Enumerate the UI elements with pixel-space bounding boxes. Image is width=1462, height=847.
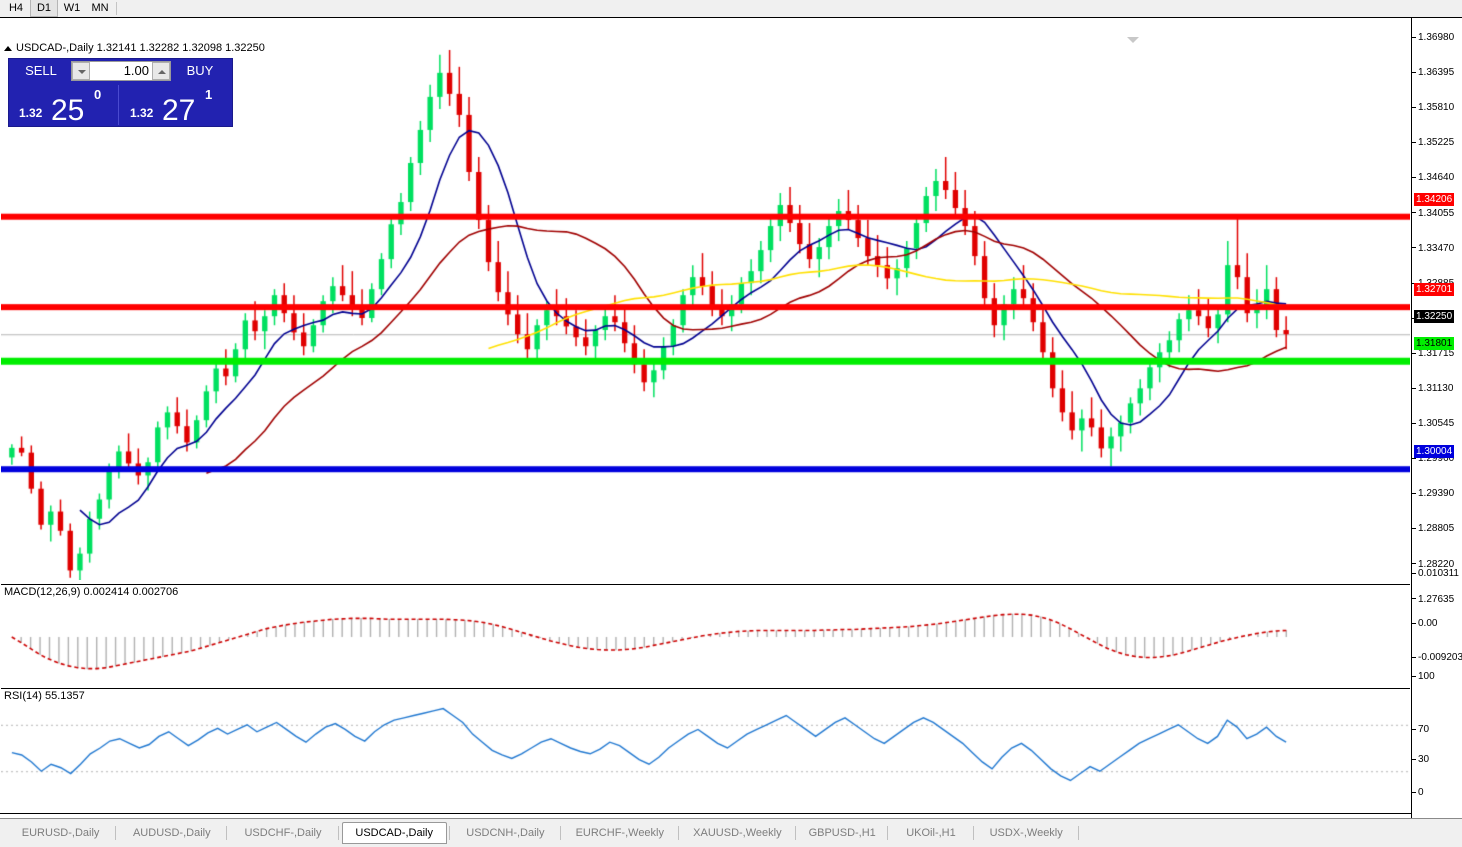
volume-decrease-button[interactable] (72, 62, 90, 80)
macd-pane[interactable] (1, 584, 1410, 688)
symbol-tab-gbpusd-h1[interactable]: GBPUSD-,H1 (808, 827, 876, 839)
divider (1077, 826, 1079, 840)
symbol-tab-xauusd-weekly[interactable]: XAUUSD-,Weekly (693, 827, 782, 839)
buy-price-prefix: 1.32 (130, 106, 154, 120)
macd-tick: -0.009203 (1412, 652, 1462, 663)
sell-button[interactable]: SELL (25, 63, 57, 78)
rsi-tick: 100 (1412, 671, 1435, 682)
price-marker-support[interactable]: 1.31801 (1414, 337, 1455, 351)
sell-price-prefix: 1.32 (19, 106, 43, 120)
divider (887, 826, 889, 840)
buy-button[interactable]: BUY (186, 63, 214, 78)
sell-price-display[interactable]: 1.32 25 0 (11, 85, 119, 127)
symbol-tab-ukoil-h1[interactable]: UKOil-,H1 (906, 827, 956, 839)
chart-frame[interactable]: USDCAD-,Daily 1.32141 1.32282 1.32098 1.… (0, 17, 1462, 829)
price-tick: 1.36980 (1412, 32, 1454, 43)
macd-label: MACD(12,26,9) 0.002414 0.002706 (4, 586, 179, 598)
price-tick: 1.31715 (1412, 348, 1454, 359)
price-tick: 1.27635 (1412, 594, 1454, 605)
price-tick: 1.35810 (1412, 102, 1454, 113)
price-tick: 1.34055 (1412, 208, 1454, 219)
divider (116, 2, 117, 15)
price-tick: 1.36395 (1412, 67, 1454, 78)
symbol-tab-audusd-daily[interactable]: AUDUSD-,Daily (132, 827, 211, 839)
symbol-tab-usdx-weekly[interactable]: USDX-,Weekly (989, 827, 1063, 839)
symbol-tab-usdcad-daily[interactable]: USDCAD-,Daily (341, 822, 447, 844)
macd-canvas (1, 585, 1410, 688)
price-tick: 1.35225 (1412, 137, 1454, 148)
divider (795, 826, 797, 840)
rsi-tick: 0 (1412, 787, 1424, 798)
rsi-tick: 70 (1412, 724, 1429, 735)
rsi-pane[interactable] (1, 688, 1410, 814)
price-marker-resistance[interactable]: 1.34206 (1414, 192, 1455, 206)
macd-tick: 0.010311 (1412, 568, 1459, 579)
price-tick: 1.28805 (1412, 523, 1454, 534)
timeframe-h4[interactable]: H4 (8, 2, 24, 14)
divider (226, 826, 228, 840)
price-marker-resistance[interactable]: 1.32701 (1414, 283, 1455, 297)
macd-tick: 0.00 (1412, 618, 1437, 629)
one-click-trading-panel[interactable]: SELL 1.00 BUY 1.32 25 0 1.32 27 1 (8, 58, 233, 127)
buy-price-display[interactable]: 1.32 27 1 (122, 85, 230, 127)
timeframe-bar: H4 D1 W1 MN (0, 0, 1462, 18)
trade-controls-row: SELL 1.00 BUY (9, 59, 232, 83)
price-tick: 1.28220 (1412, 559, 1454, 570)
rsi-tick: 30 (1412, 754, 1429, 765)
buy-price-major: 27 (162, 94, 196, 127)
buy-price-fraction: 1 (205, 87, 213, 102)
rsi-canvas (1, 689, 1410, 814)
caret-up-icon (158, 70, 166, 74)
symbol-tab-usdcnh-daily[interactable]: USDCNH-,Daily (466, 827, 545, 839)
price-tick: 1.33470 (1412, 243, 1454, 254)
symbol-tab-bar: EURUSD-,Daily AUDUSD-,Daily USDCHF-,Daily U… (0, 818, 1462, 847)
price-tick: 1.31130 (1412, 383, 1453, 394)
divider (115, 826, 117, 840)
divider (560, 826, 561, 840)
caret-down-icon (78, 70, 86, 74)
price-tick: 1.34640 (1412, 172, 1454, 183)
sell-price-fraction: 0 (94, 87, 102, 102)
symbol-tab-eurchf-weekly[interactable]: EURCHF-,Weekly (575, 827, 664, 839)
divider (677, 826, 679, 840)
symbol-tab-eurusd-daily[interactable]: EURUSD-,Daily (21, 827, 100, 839)
timeframe-w1[interactable]: W1 (63, 2, 81, 14)
divider (448, 826, 450, 840)
chart-title: USDCAD-,Daily 1.32141 1.32282 1.32098 1.… (16, 42, 265, 54)
price-marker-support[interactable]: 1.30004 (1414, 445, 1455, 459)
price-tick: 1.29390 (1412, 488, 1454, 499)
volume-increase-button[interactable] (152, 62, 170, 80)
timeframe-mn[interactable]: MN (91, 2, 109, 14)
chart-scroll-marker-icon[interactable] (1127, 37, 1139, 43)
price-tick: 1.29960 (1412, 453, 1454, 464)
price-marker-last-price[interactable]: 1.32250 (1414, 310, 1455, 324)
volume-value[interactable]: 1.00 (93, 62, 149, 80)
divider (972, 826, 974, 840)
sell-price-major: 25 (51, 94, 85, 127)
volume-input[interactable]: 1.00 (71, 61, 171, 81)
price-tick: 1.30545 (1412, 418, 1454, 429)
price-pane[interactable] (1, 40, 1410, 580)
rsi-label: RSI(14) 55.1357 (4, 690, 85, 702)
candlestick-canvas (1, 40, 1410, 580)
price-scale[interactable]: 1.36980 1.36395 1.35810 1.35225 1.34640 1.340… (1411, 18, 1462, 818)
symbol-tab-usdchf-daily[interactable]: USDCHF-,Daily (244, 827, 322, 839)
divider (337, 826, 339, 840)
timeframe-d1[interactable]: D1 (30, 0, 58, 17)
triangle-up-icon[interactable] (4, 46, 12, 51)
